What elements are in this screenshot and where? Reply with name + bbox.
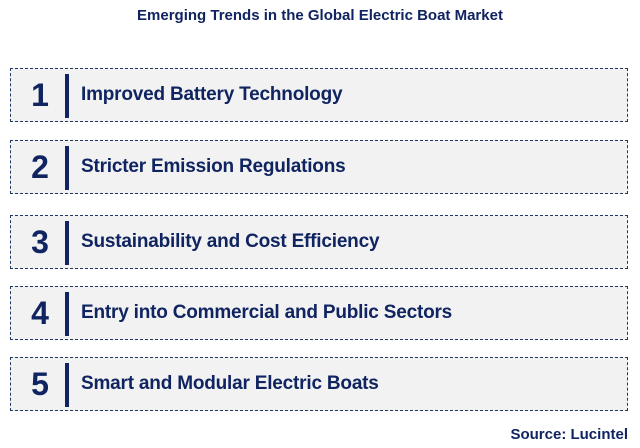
item-label: Entry into Commercial and Public Sectors xyxy=(81,302,453,323)
trend-item-1: 1 Improved Battery Technology xyxy=(10,68,628,122)
divider-bar xyxy=(65,146,69,190)
item-label: Smart and Modular Electric Boats xyxy=(81,373,379,394)
source-note: Source: Lucintel xyxy=(510,426,628,443)
divider-bar xyxy=(65,74,69,118)
trend-item-3: 3 Sustainability and Cost Efficiency xyxy=(10,215,628,269)
divider-bar xyxy=(65,292,69,336)
item-number: 2 xyxy=(31,149,49,185)
page-title: Emerging Trends in the Global Electric B… xyxy=(137,7,503,24)
item-number: 5 xyxy=(31,366,49,402)
trend-item-2: 2 Stricter Emission Regulations xyxy=(10,140,628,194)
item-number: 1 xyxy=(31,77,49,113)
item-label: Sustainability and Cost Efficiency xyxy=(81,231,380,252)
item-number: 3 xyxy=(31,224,49,260)
trend-item-4: 4 Entry into Commercial and Public Secto… xyxy=(10,286,628,340)
item-label: Stricter Emission Regulations xyxy=(81,156,346,177)
item-label: Improved Battery Technology xyxy=(81,84,343,105)
item-number: 4 xyxy=(31,295,49,331)
divider-bar xyxy=(65,363,69,407)
trend-item-5: 5 Smart and Modular Electric Boats xyxy=(10,357,628,411)
divider-bar xyxy=(65,221,69,265)
